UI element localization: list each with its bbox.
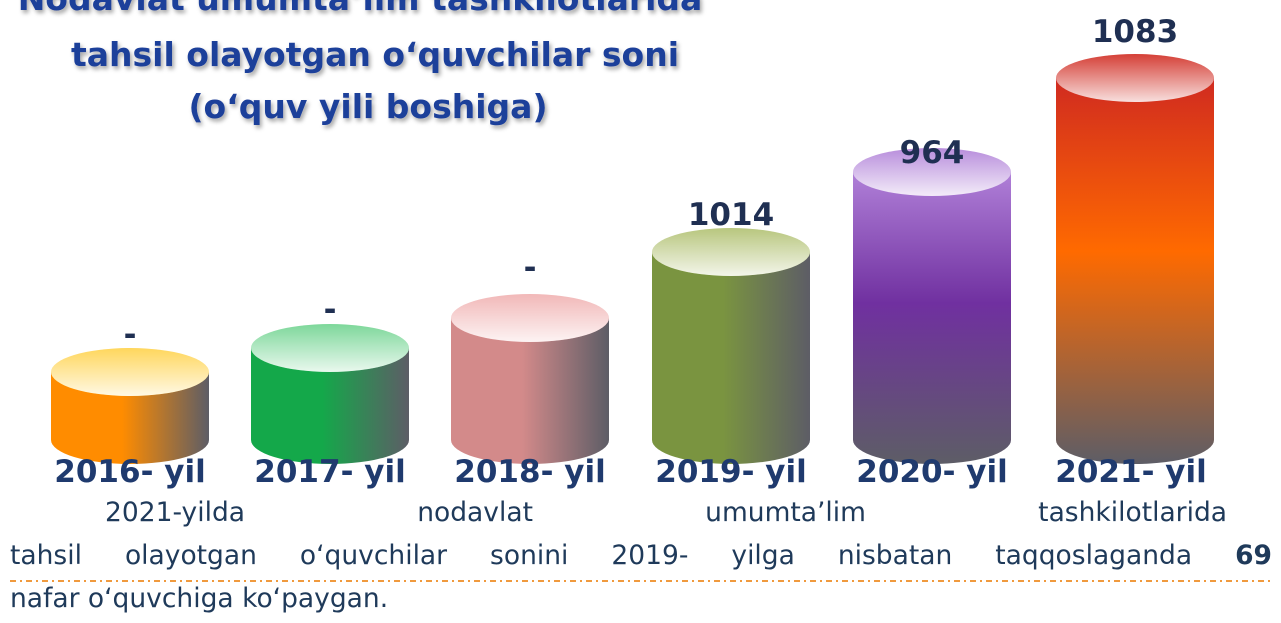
year-label: 2016- yil — [54, 454, 205, 490]
title: Nodavlat umumta’lim tashkilotlarida tahs… — [18, 0, 703, 126]
cylinder-body — [451, 318, 609, 464]
year-label: 2021- yil — [1055, 454, 1206, 490]
value-label: 964 — [900, 135, 965, 171]
cylinder-body — [652, 252, 810, 464]
value-label: - — [524, 250, 537, 286]
value-label: 1014 — [688, 197, 774, 233]
year-label: 2018- yil — [454, 454, 605, 490]
text-line: 2021-yilda nodavlat umumta’lim tashkilot… — [105, 497, 1227, 528]
cylinder-top-shine — [1056, 54, 1214, 102]
text-line: tahsil olayotgan o‘quvchilar sonini 2019… — [10, 540, 1272, 571]
title-line: Nodavlat umumta’lim tashkilotlarida — [18, 0, 703, 18]
cylinder-top-shine — [251, 324, 409, 372]
cylinder-body — [51, 372, 209, 464]
cylinder-top-shine — [51, 348, 209, 396]
year-label: 2017- yil — [254, 454, 405, 490]
cylinders: - 2016- yil - 2017- yil - 2018- yil 1014 2019- … — [51, 14, 1214, 490]
cylinder-body — [1056, 78, 1214, 464]
text-line: nafar o‘quvchiga ko‘paygan. — [10, 583, 389, 614]
title-line: (o‘quv yili boshiga) — [188, 87, 547, 126]
bold-number: 69 — [1235, 540, 1272, 571]
value-label: 1083 — [1092, 14, 1178, 50]
cylinder-top-shine — [853, 148, 1011, 196]
cylinder-body — [251, 348, 409, 464]
title-line: tahsil olayotgan o‘quvchilar soni — [71, 35, 679, 74]
text: tahsil olayotgan o‘quvchilar sonini 2019… — [10, 540, 1193, 571]
cylinder-top-shine — [451, 294, 609, 342]
cylinder-top-shine — [652, 228, 810, 276]
cylinder-body — [853, 172, 1011, 464]
value-label: - — [124, 317, 137, 353]
value-label: - — [324, 292, 337, 328]
year-label: 2019- yil — [655, 454, 806, 490]
year-label: 2020- yil — [856, 454, 1007, 490]
